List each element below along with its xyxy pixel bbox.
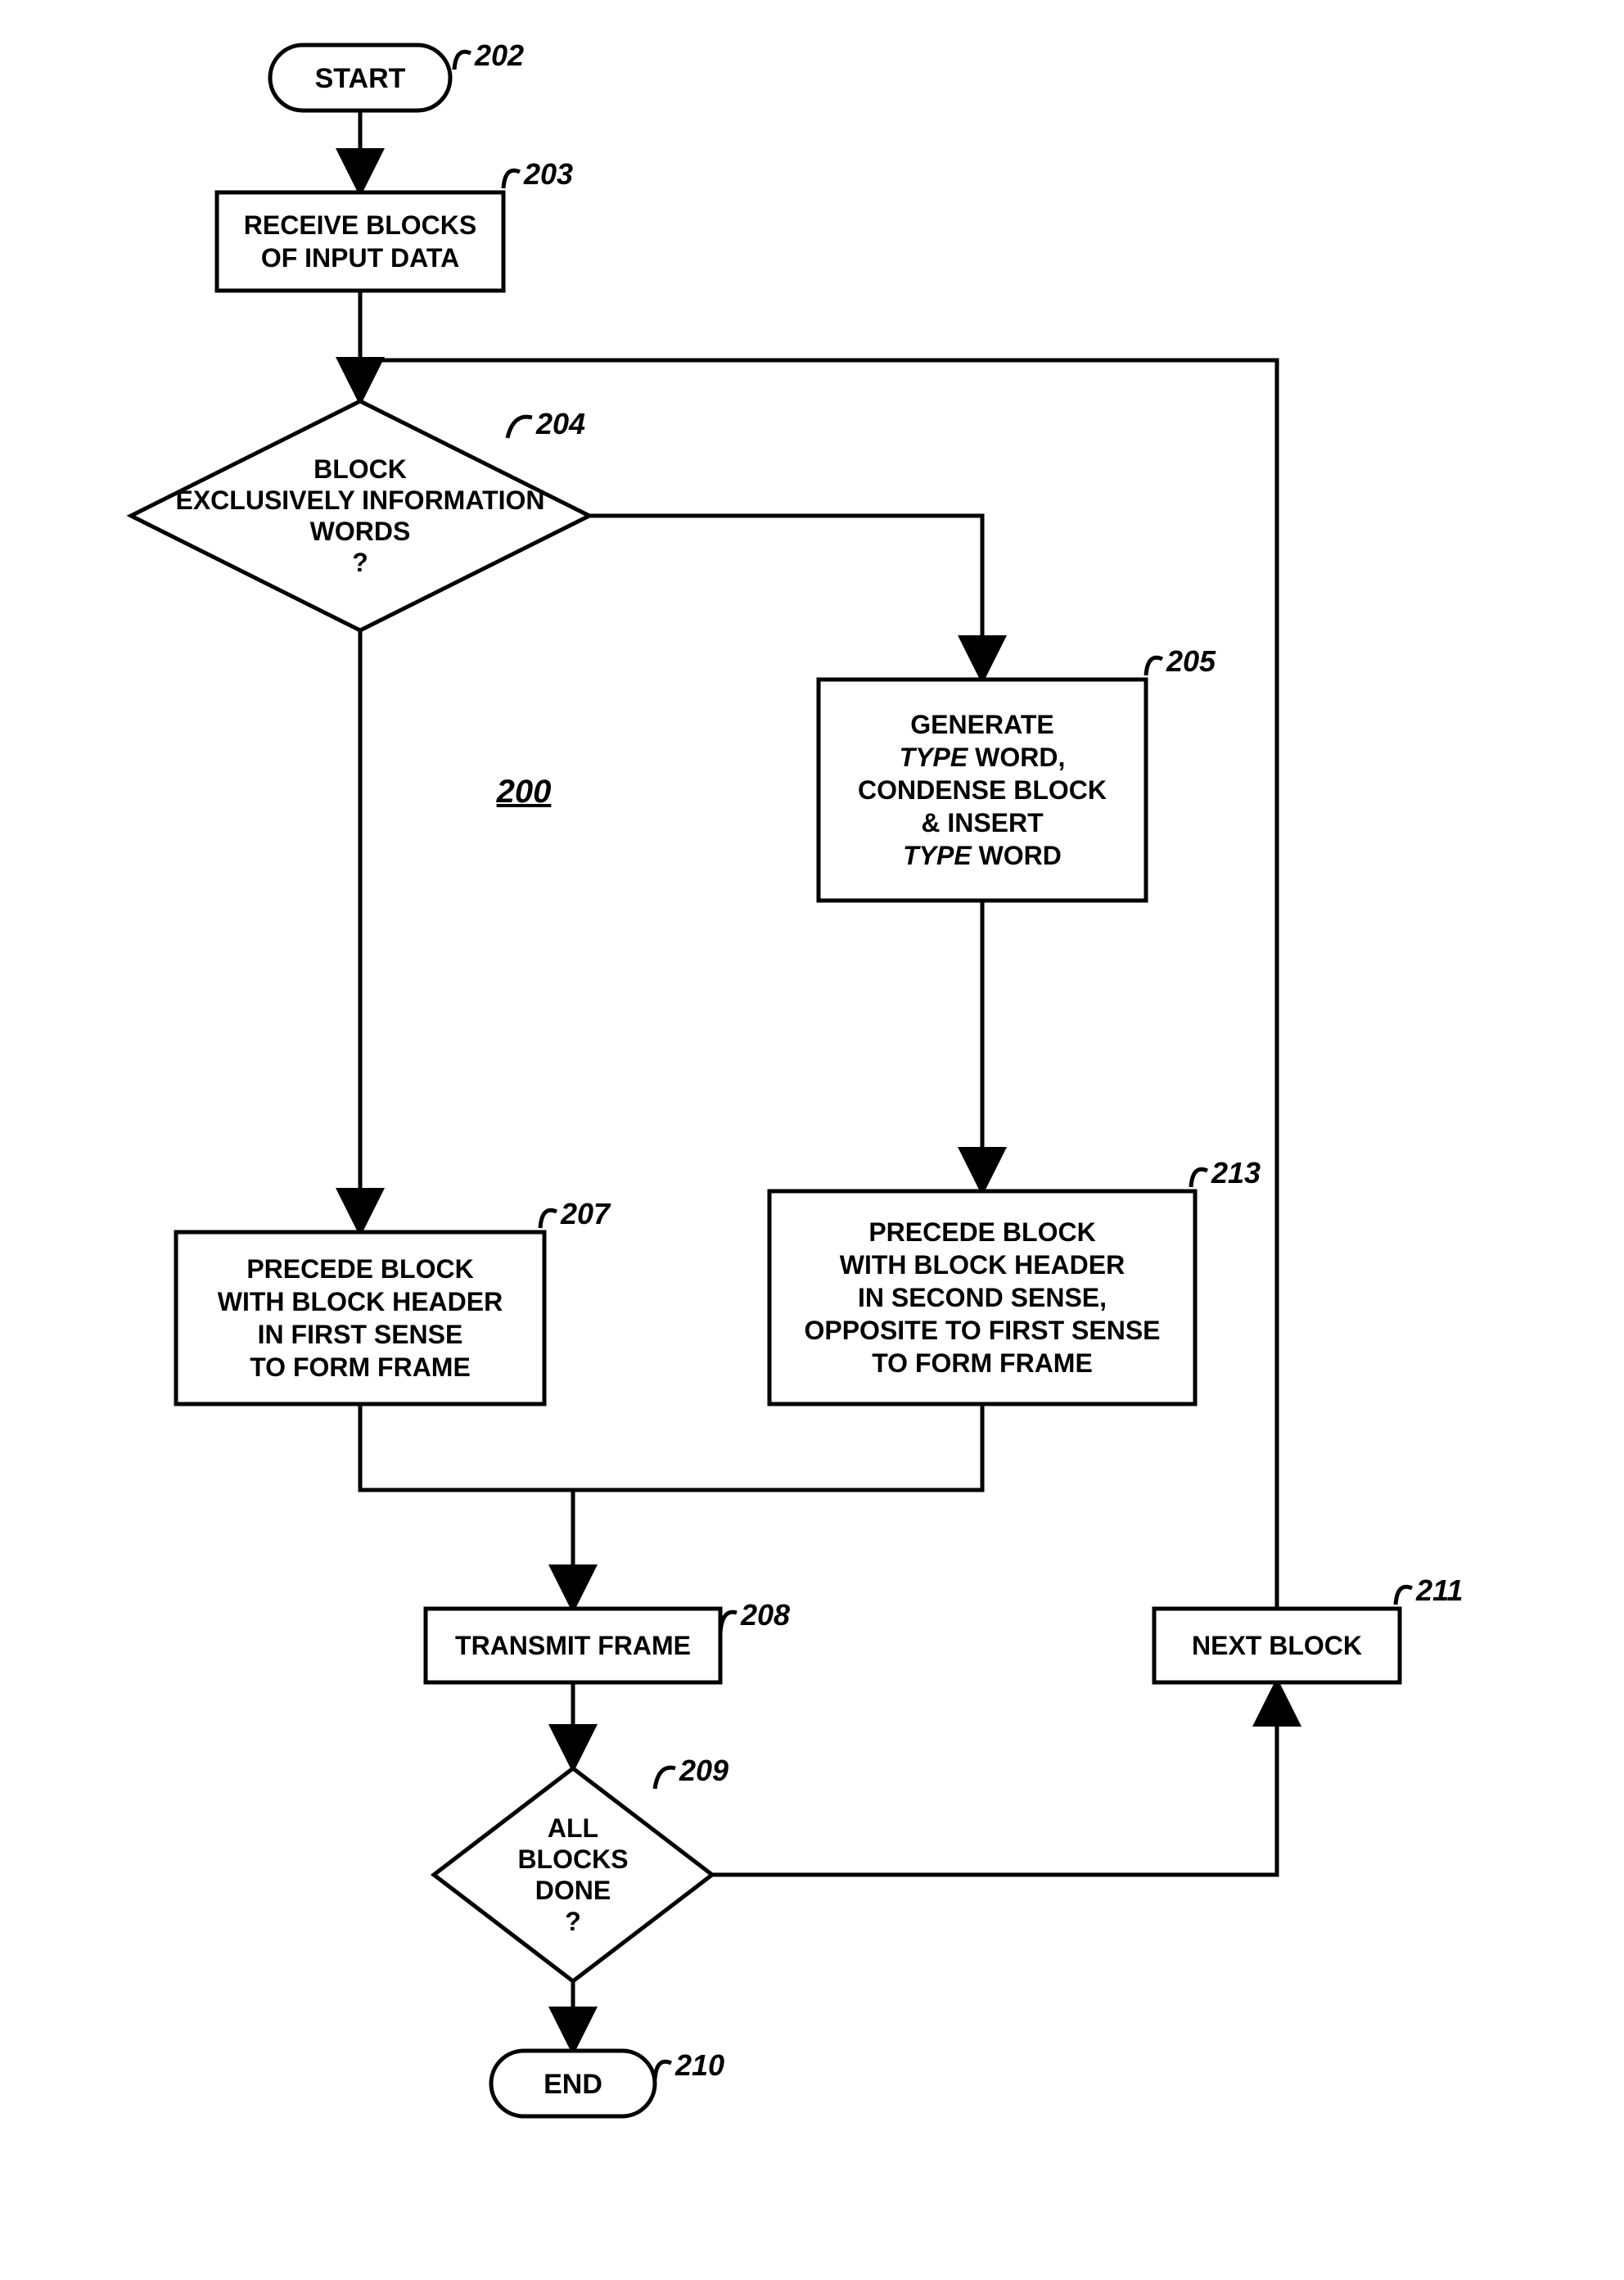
terminal-label: START bbox=[315, 63, 406, 94]
process-text-line: OPPOSITE TO FIRST SENSE bbox=[804, 1316, 1160, 1345]
ref-number-204: 204 bbox=[535, 407, 585, 440]
process-text-line: WITH BLOCK HEADER bbox=[218, 1287, 503, 1316]
ref-leader bbox=[720, 1612, 737, 1633]
node-n213: PRECEDE BLOCKWITH BLOCK HEADER IN SECOND … bbox=[769, 1191, 1195, 1404]
process-text-line: WITH BLOCK HEADER bbox=[840, 1250, 1125, 1280]
ref-number-211: 211 bbox=[1415, 1573, 1463, 1607]
node-n209: ALLBLOCKSDONE? bbox=[434, 1768, 712, 1981]
process-shape bbox=[217, 192, 503, 291]
process-text-line: PRECEDE BLOCK bbox=[246, 1254, 473, 1284]
decision-text-line: ? bbox=[565, 1907, 581, 1936]
decision-text-line: ALL bbox=[548, 1813, 598, 1843]
ref-number-202: 202 bbox=[474, 38, 524, 72]
ref-number-209: 209 bbox=[679, 1754, 729, 1787]
ref-leader bbox=[1396, 1587, 1412, 1605]
ref-leader bbox=[1191, 1169, 1207, 1187]
process-text-line: TO FORM FRAME bbox=[872, 1348, 1093, 1378]
process-text-line: GENERATE bbox=[910, 710, 1053, 739]
ref-number-210: 210 bbox=[674, 2048, 724, 2082]
flowchart-canvas: START RECEIVE BLOCKSOF INPUT DATA BLOCKEXC… bbox=[0, 0, 1624, 2280]
ref-number-207: 207 bbox=[560, 1197, 611, 1230]
process-text-line: NEXT BLOCK bbox=[1192, 1631, 1362, 1660]
ref-leader bbox=[454, 52, 471, 70]
node-n211: NEXT BLOCK bbox=[1154, 1609, 1400, 1682]
process-text-line: IN SECOND SENSE, bbox=[858, 1283, 1107, 1312]
node-n207: PRECEDE BLOCK WITH BLOCK HEADER IN FIRST S… bbox=[176, 1232, 544, 1404]
ref-leader bbox=[655, 2061, 671, 2079]
process-text-line: RECEIVE BLOCKS bbox=[244, 210, 476, 240]
process-text-line: & INSERT bbox=[921, 808, 1044, 838]
decision-text-line: ? bbox=[352, 548, 368, 577]
process-text-line: PRECEDE BLOCK bbox=[868, 1217, 1095, 1247]
process-text-line: CONDENSE BLOCK bbox=[858, 775, 1107, 805]
process-text-line: IN FIRST SENSE bbox=[258, 1320, 463, 1349]
ref-leader bbox=[1146, 657, 1162, 675]
decision-shape bbox=[131, 401, 589, 630]
process-text-line: TRANSMIT FRAME bbox=[455, 1631, 691, 1660]
node-n202: START bbox=[270, 45, 450, 111]
decision-text-line: WORDS bbox=[310, 517, 411, 546]
ref-leader bbox=[655, 1768, 675, 1789]
figure-number: 200 bbox=[496, 774, 552, 810]
node-n208: TRANSMIT FRAME bbox=[426, 1609, 720, 1682]
node-n210: END bbox=[491, 2051, 655, 2116]
node-n205: GENERATE TYPE WORD, CONDENSE BLOCK& INSERT… bbox=[819, 679, 1146, 901]
ref-number-203: 203 bbox=[523, 157, 573, 191]
ref-number-205: 205 bbox=[1166, 644, 1216, 678]
flow-edge bbox=[360, 1404, 573, 1490]
flow-edge bbox=[712, 1682, 1277, 1875]
process-text-line: TYPE WORD, bbox=[900, 743, 1066, 772]
decision-shape bbox=[434, 1768, 712, 1981]
ref-leader bbox=[508, 417, 532, 438]
terminal-label: END bbox=[544, 2069, 602, 2100]
decision-text-line: DONE bbox=[535, 1876, 611, 1905]
ref-number-213: 213 bbox=[1211, 1156, 1261, 1190]
process-text-line: TYPE WORD bbox=[903, 841, 1062, 870]
decision-text-line: EXCLUSIVELY INFORMATION bbox=[175, 485, 544, 515]
process-text-line: TO FORM FRAME bbox=[250, 1352, 471, 1382]
decision-text-line: BLOCK bbox=[314, 454, 407, 484]
flow-edge bbox=[573, 1404, 982, 1490]
flow-edge bbox=[589, 516, 982, 679]
ref-leader bbox=[540, 1210, 557, 1228]
ref-leader bbox=[503, 170, 520, 188]
node-n204: BLOCKEXCLUSIVELY INFORMATIONWORDS? bbox=[131, 401, 589, 630]
node-n203: RECEIVE BLOCKSOF INPUT DATA bbox=[217, 192, 503, 291]
process-text-line: OF INPUT DATA bbox=[261, 243, 459, 273]
ref-number-208: 208 bbox=[740, 1598, 790, 1632]
decision-text-line: BLOCKS bbox=[517, 1844, 628, 1874]
